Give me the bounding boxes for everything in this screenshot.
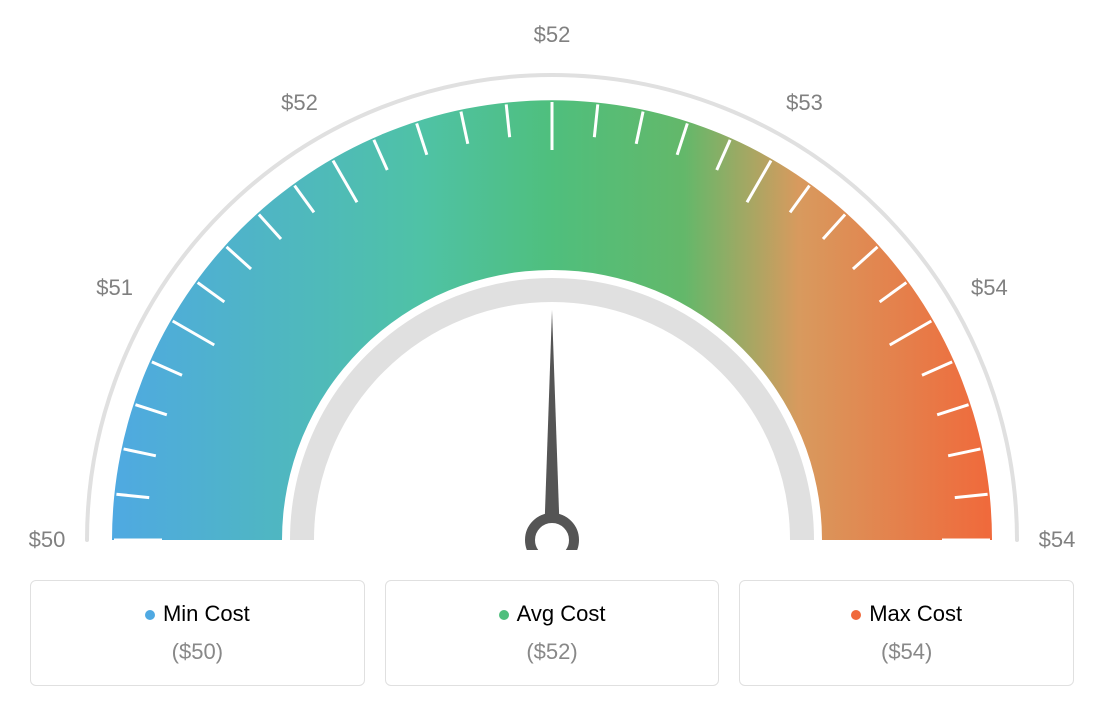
gauge-tick-label: $50	[29, 527, 66, 553]
bullet-icon	[145, 610, 155, 620]
legend-label-max-text: Max Cost	[869, 601, 962, 626]
gauge-tick-label: $52	[534, 22, 571, 48]
legend-card-min: Min Cost ($50)	[30, 580, 365, 686]
legend-value-avg: ($52)	[406, 639, 699, 665]
legend-label-max: Max Cost	[760, 601, 1053, 627]
legend-card-avg: Avg Cost ($52)	[385, 580, 720, 686]
gauge-chart: $50$51$52$52$53$54$54	[30, 30, 1074, 550]
legend-value-max: ($54)	[760, 639, 1053, 665]
legend-label-avg: Avg Cost	[406, 601, 699, 627]
legend-label-avg-text: Avg Cost	[517, 601, 606, 626]
gauge-tick-label: $54	[971, 275, 1008, 301]
legend-row: Min Cost ($50) Avg Cost ($52) Max Cost (…	[30, 580, 1074, 686]
gauge-svg	[30, 30, 1074, 550]
gauge-tick-label: $51	[96, 275, 133, 301]
legend-card-max: Max Cost ($54)	[739, 580, 1074, 686]
gauge-tick-label: $54	[1039, 527, 1076, 553]
legend-label-min-text: Min Cost	[163, 601, 250, 626]
bullet-icon	[851, 610, 861, 620]
bullet-icon	[499, 610, 509, 620]
legend-value-min: ($50)	[51, 639, 344, 665]
legend-label-min: Min Cost	[51, 601, 344, 627]
gauge-tick-label: $52	[281, 90, 318, 116]
cost-gauge-widget: $50$51$52$52$53$54$54 Min Cost ($50) Avg…	[30, 30, 1074, 686]
gauge-tick-label: $53	[786, 90, 823, 116]
